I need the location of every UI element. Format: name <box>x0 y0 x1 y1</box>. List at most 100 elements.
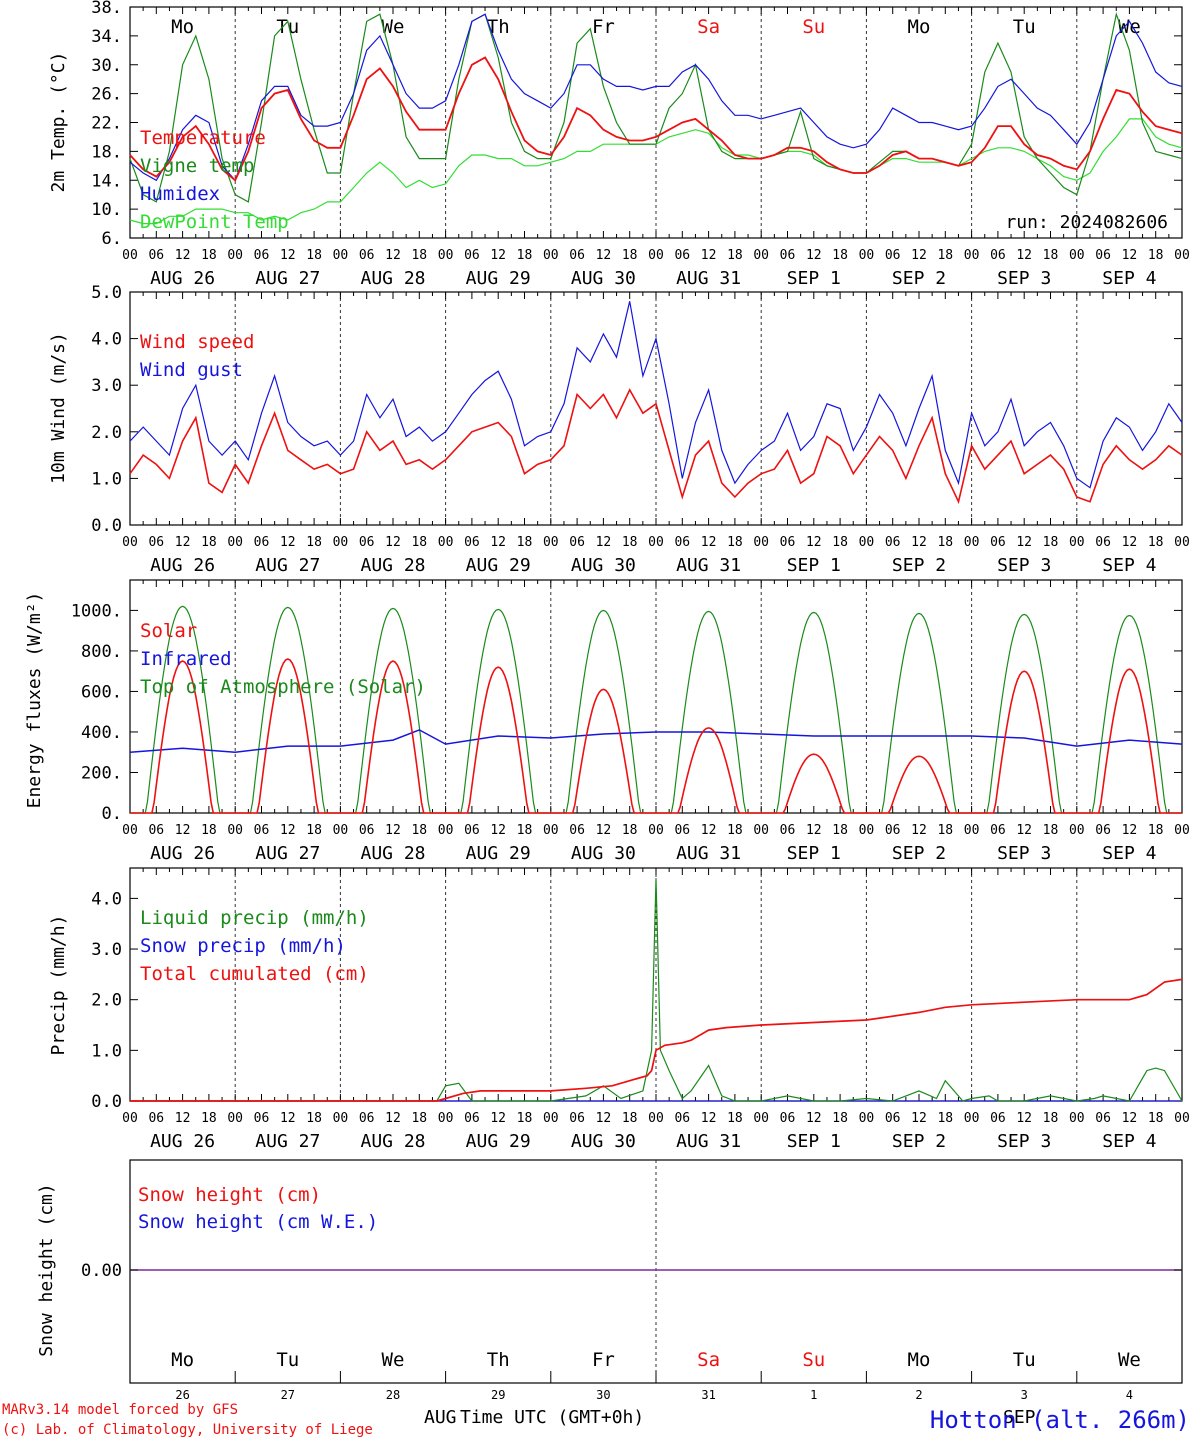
hour-tick-label: 18 <box>306 248 322 263</box>
hour-tick-label: 00 <box>227 535 243 550</box>
legend-toa: Top of Atmosphere (Solar) <box>140 676 426 698</box>
date-label: SEP 2 <box>892 555 946 576</box>
hour-tick-label: 12 <box>911 823 927 838</box>
hour-tick-label: 06 <box>885 248 901 263</box>
hour-tick-label: 06 <box>1095 248 1111 263</box>
legend-snow-height-we: Snow height (cm W.E.) <box>138 1211 378 1233</box>
hour-tick-label: 06 <box>569 535 585 550</box>
y-tick-label: 14. <box>91 171 122 191</box>
hour-tick-label: 00 <box>1174 248 1190 263</box>
hour-tick-label: 00 <box>1174 535 1190 550</box>
day-name-label: Su <box>802 16 825 38</box>
hour-tick-label: 06 <box>359 823 375 838</box>
hour-tick-label: 12 <box>806 535 822 550</box>
hour-tick-label: 06 <box>464 823 480 838</box>
hour-tick-label: 18 <box>1148 823 1164 838</box>
date-label: AUG 28 <box>360 268 425 289</box>
hour-tick-label: 06 <box>885 1111 901 1126</box>
hour-tick-label: 06 <box>990 535 1006 550</box>
hour-tick-label: 06 <box>674 248 690 263</box>
hour-tick-label: 12 <box>806 1111 822 1126</box>
hour-tick-label: 00 <box>964 823 980 838</box>
y-tick-label: 1.0 <box>91 1041 122 1061</box>
hour-tick-label: 00 <box>753 1111 769 1126</box>
legend-dewpoint: DewPoint Temp <box>140 211 289 233</box>
series-temperature-line <box>129 56 1183 182</box>
day-name-label: Mo <box>171 1349 194 1371</box>
y-tick-label: 0.0 <box>91 1092 122 1112</box>
date-label: SEP 4 <box>1102 1131 1156 1152</box>
hour-tick-label: 18 <box>411 535 427 550</box>
hour-tick-label: 12 <box>701 535 717 550</box>
hour-tick-label: 18 <box>727 823 743 838</box>
date-label: SEP 1 <box>787 555 841 576</box>
day-number-label: 1 <box>810 1388 817 1402</box>
series-humidex-line <box>129 13 1183 182</box>
hour-tick-label: 18 <box>306 535 322 550</box>
hour-tick-label: 00 <box>753 823 769 838</box>
hour-tick-label: 00 <box>333 1111 349 1126</box>
hour-tick-label: 18 <box>1148 248 1164 263</box>
hour-tick-label: 18 <box>1043 1111 1059 1126</box>
day-name-label: Fr <box>592 16 615 38</box>
y-tick-label: 30. <box>91 56 122 76</box>
hour-tick-label: 00 <box>227 823 243 838</box>
day-number-label: 29 <box>491 1388 505 1402</box>
hour-tick-label: 00 <box>1069 248 1085 263</box>
hour-tick-label: 12 <box>490 1111 506 1126</box>
footer-month-right: SEP <box>1003 1407 1036 1428</box>
hour-tick-label: 00 <box>859 823 875 838</box>
hour-tick-label: 18 <box>832 1111 848 1126</box>
footer-month-left: AUG <box>424 1407 457 1428</box>
day-name-label: Tu <box>1013 16 1036 38</box>
date-label: SEP 4 <box>1102 843 1156 864</box>
y-tick-label: 26. <box>91 85 122 105</box>
legend-wind-gust: Wind gust <box>140 359 243 381</box>
day-name-label: Sa <box>697 16 720 38</box>
y-tick-label: 0.00 <box>81 1261 122 1281</box>
hour-tick-label: 12 <box>806 823 822 838</box>
hour-tick-label: 06 <box>674 535 690 550</box>
legend-solar: Solar <box>140 620 197 642</box>
y-tick-label: 0. <box>102 804 122 824</box>
day-name-label: Tu <box>1013 1349 1036 1371</box>
run-annotation: run: 2024082606 <box>1005 212 1168 233</box>
date-label: AUG 27 <box>255 555 320 576</box>
hour-tick-label: 12 <box>701 823 717 838</box>
hour-tick-label: 12 <box>1122 823 1138 838</box>
hour-tick-label: 12 <box>385 1111 401 1126</box>
legend-wind-speed: Wind speed <box>140 331 254 353</box>
hour-tick-label: 12 <box>490 248 506 263</box>
date-label: SEP 1 <box>787 268 841 289</box>
y-tick-label: 18. <box>91 142 122 162</box>
legend-snow-precip: Snow precip (mm/h) <box>140 935 346 957</box>
hour-tick-label: 06 <box>780 823 796 838</box>
date-label: SEP 3 <box>997 268 1051 289</box>
day-number-label: 2 <box>915 1388 922 1402</box>
legend-vigne-temp: Vigne temp <box>140 155 254 177</box>
legend-humidex: Humidex <box>140 183 220 205</box>
hour-tick-label: 12 <box>1016 823 1032 838</box>
date-label: SEP 2 <box>892 843 946 864</box>
y-tick-label: 800. <box>81 642 122 662</box>
hour-tick-label: 18 <box>517 248 533 263</box>
hour-tick-label: 12 <box>490 535 506 550</box>
hour-tick-label: 00 <box>543 248 559 263</box>
hour-tick-label: 06 <box>148 248 164 263</box>
day-name-label: Tu <box>276 1349 299 1371</box>
date-label: AUG 30 <box>571 555 636 576</box>
y-tick-label: 22. <box>91 114 122 134</box>
hour-tick-label: 06 <box>569 823 585 838</box>
hour-tick-label: 18 <box>201 248 217 263</box>
hour-tick-label: 12 <box>596 248 612 263</box>
hour-tick-label: 00 <box>859 248 875 263</box>
y-tick-label: 1.0 <box>91 469 122 489</box>
hour-tick-label: 18 <box>517 535 533 550</box>
hour-tick-label: 00 <box>648 823 664 838</box>
date-label: AUG 28 <box>360 1131 425 1152</box>
hour-tick-label: 18 <box>411 248 427 263</box>
legend-snow-height: Snow height (cm) <box>138 1184 321 1206</box>
hour-tick-label: 00 <box>122 535 138 550</box>
hour-tick-label: 06 <box>464 535 480 550</box>
day-name-label: We <box>382 1349 405 1371</box>
